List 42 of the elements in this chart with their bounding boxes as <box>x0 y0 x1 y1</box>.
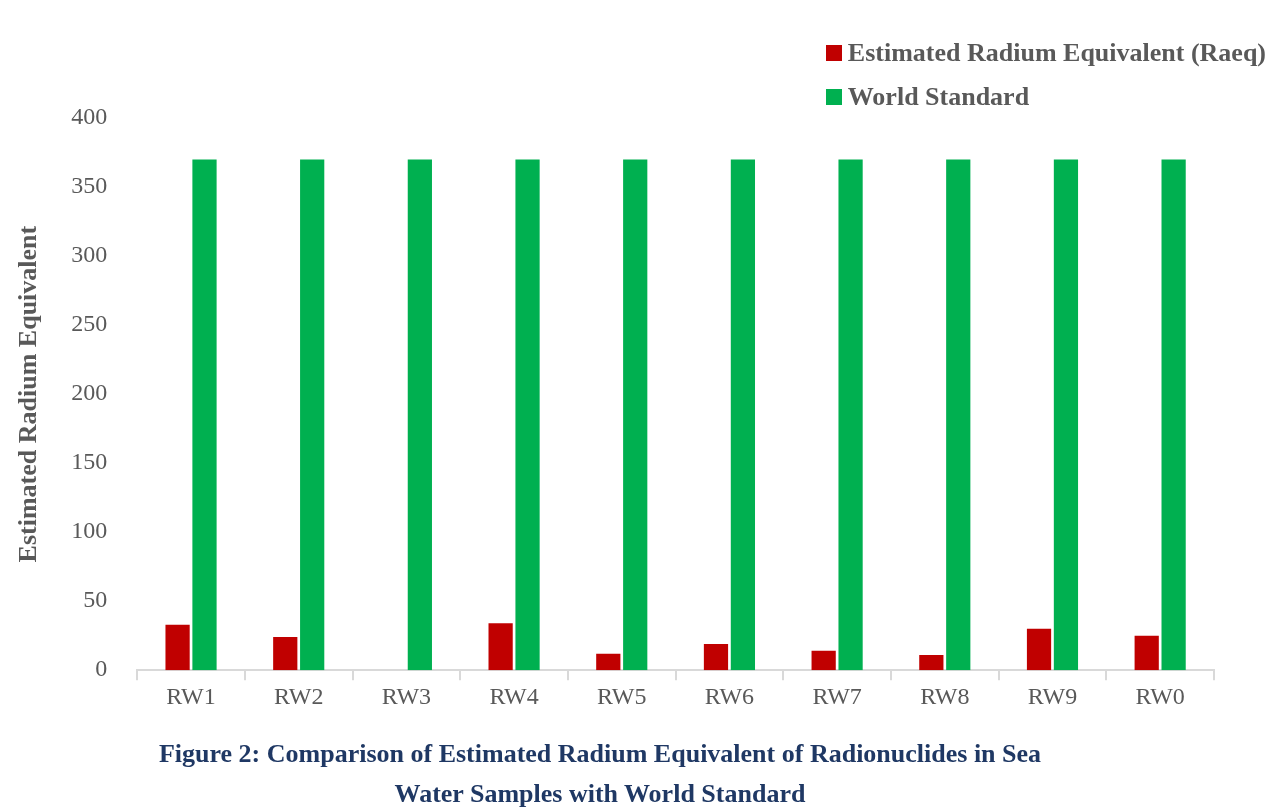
y-tick-label: 150 <box>71 448 108 475</box>
x-tick-label: RW8 <box>920 682 970 709</box>
bar <box>1026 628 1052 671</box>
y-tick-label: 100 <box>71 517 108 544</box>
bar <box>811 650 836 671</box>
x-tick-label: RW1 <box>166 682 216 709</box>
bar <box>407 159 432 671</box>
x-tick-label: RW2 <box>274 682 324 709</box>
x-tick-label: RW0 <box>1135 682 1185 709</box>
y-tick-label: 200 <box>71 379 108 406</box>
y-tick-label: 350 <box>71 172 108 199</box>
bar <box>703 643 729 671</box>
bar <box>1161 159 1186 671</box>
bar <box>946 159 971 671</box>
bar <box>273 637 298 671</box>
x-tick-label: RW5 <box>597 682 647 709</box>
bar <box>623 159 648 671</box>
bar <box>300 159 325 671</box>
x-tick-label: RW6 <box>704 682 755 709</box>
x-tick-label: RW4 <box>489 682 539 709</box>
bar <box>192 159 217 671</box>
bar <box>515 159 540 671</box>
legend-label: Estimated Radium Equivalent (Raeq) <box>847 38 1266 68</box>
y-tick-label: 50 <box>83 586 108 613</box>
bar <box>919 655 944 671</box>
bar <box>1053 159 1079 671</box>
x-tick-label: RW3 <box>381 682 432 709</box>
bar <box>838 159 863 671</box>
y-tick-label: 400 <box>71 103 108 130</box>
bar <box>488 623 513 671</box>
y-axis-title: Estimated Radium Equivalent <box>13 225 43 563</box>
x-tick-label: RW7 <box>812 682 862 709</box>
bar <box>730 159 756 671</box>
bar <box>596 653 621 671</box>
bar <box>1134 635 1159 671</box>
legend-label: World Standard <box>847 82 1030 112</box>
x-tick-label: RW9 <box>1027 682 1078 709</box>
y-tick-label: 0 <box>95 655 108 682</box>
bar <box>165 624 190 671</box>
y-tick-label: 300 <box>71 241 108 268</box>
text: Figure 2: Comparison of Estimated Radium Equivalent of Radionuclides in Sea Water Samples with World Standard <box>157 738 1043 810</box>
y-tick-label: 250 <box>71 310 108 337</box>
